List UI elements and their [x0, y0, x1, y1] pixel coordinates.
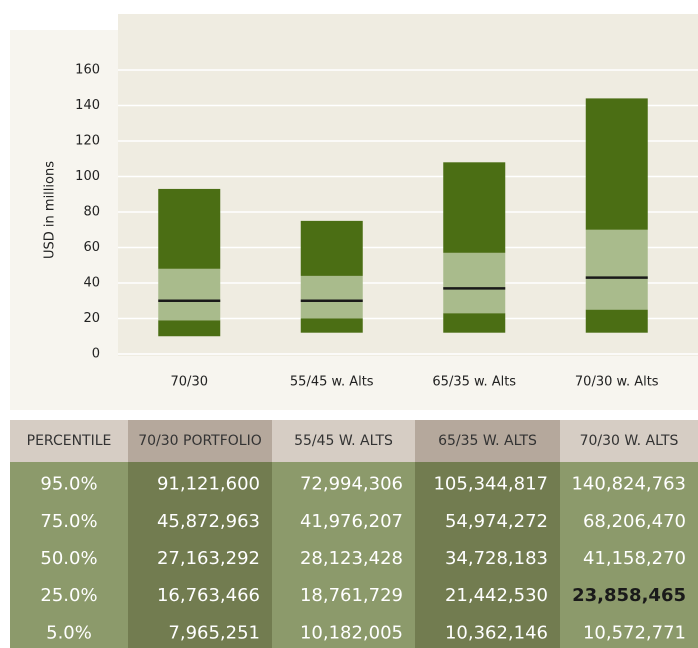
x-tick-label: 55/45 w. Alts [290, 375, 374, 390]
table-cell: 45,872,963 [157, 511, 260, 532]
table-cell: 75.0% [40, 511, 97, 532]
box-upper [300, 220, 363, 276]
header-label: 55/45 W. ALTS [294, 433, 393, 449]
y-tick-label: 100 [75, 169, 100, 184]
y-tick-label: 40 [83, 276, 100, 291]
box-middle [158, 268, 221, 321]
table-cell: 28,123,428 [300, 548, 403, 569]
table-cell: 54,974,272 [445, 511, 548, 532]
header-label: 65/35 W. ALTS [438, 433, 537, 449]
body-column [560, 462, 698, 648]
table-cell: 10,362,146 [445, 622, 548, 643]
header-cell [10, 420, 128, 462]
body-column [415, 462, 560, 648]
header-label: 70/30 PORTFOLIO [138, 433, 262, 449]
box-middle [300, 275, 363, 319]
box-lower [585, 309, 648, 333]
body-column [128, 462, 272, 648]
table-cell: 72,994,306 [300, 474, 403, 495]
header-label: PERCENTILE [27, 433, 112, 449]
header-cell [272, 420, 415, 462]
x-tick-label: 70/30 [171, 375, 208, 390]
header-label: 70/30 W. ALTS [580, 433, 679, 449]
table-cell: 25.0% [40, 585, 97, 606]
table-cell: 16,763,466 [157, 585, 260, 606]
y-tick-label: 80 [83, 205, 100, 220]
table-cell: 41,158,270 [583, 548, 686, 569]
table-cell: 18,761,729 [300, 585, 403, 606]
x-tick-label: 65/35 w. Alts [432, 375, 516, 390]
box-middle [585, 229, 648, 310]
box-lower [443, 313, 506, 333]
box-upper [158, 188, 221, 269]
table-cell: 68,206,470 [583, 511, 686, 532]
table-cell: 5.0% [46, 622, 92, 643]
y-tick-label: 120 [75, 134, 100, 149]
y-tick-label: 0 [92, 347, 100, 362]
y-tick-label: 60 [83, 240, 100, 255]
header-cell [415, 420, 560, 462]
box-lower [300, 318, 363, 333]
table-cell: 91,121,600 [157, 474, 260, 495]
y-axis-label: USD in millions [43, 161, 58, 259]
box-upper [443, 162, 506, 253]
table-cell: 27,163,292 [157, 548, 260, 569]
box-lower [158, 320, 221, 337]
table-cell: 7,965,251 [168, 622, 260, 643]
table-cell: 140,824,763 [571, 474, 686, 495]
table-cell: 10,572,771 [583, 622, 686, 643]
body-column [10, 462, 128, 648]
box-middle [443, 252, 506, 314]
table-cell: 50.0% [40, 548, 97, 569]
body-column [272, 462, 415, 648]
y-tick-label: 20 [83, 311, 100, 326]
x-tick-label: 70/30 w. Alts [575, 375, 659, 390]
table-cell: 34,728,183 [445, 548, 548, 569]
header-cell [128, 420, 272, 462]
table-cell: 95.0% [40, 474, 97, 495]
table-cell: 10,182,005 [300, 622, 403, 643]
table-cell: 21,442,530 [445, 585, 548, 606]
y-tick-label: 160 [75, 63, 100, 78]
header-cell [560, 420, 698, 462]
table-cell: 41,976,207 [300, 511, 403, 532]
box-upper [585, 98, 648, 230]
table-cell: 23,858,465 [572, 585, 686, 606]
table-cell: 105,344,817 [433, 474, 548, 495]
y-tick-label: 140 [75, 98, 100, 113]
